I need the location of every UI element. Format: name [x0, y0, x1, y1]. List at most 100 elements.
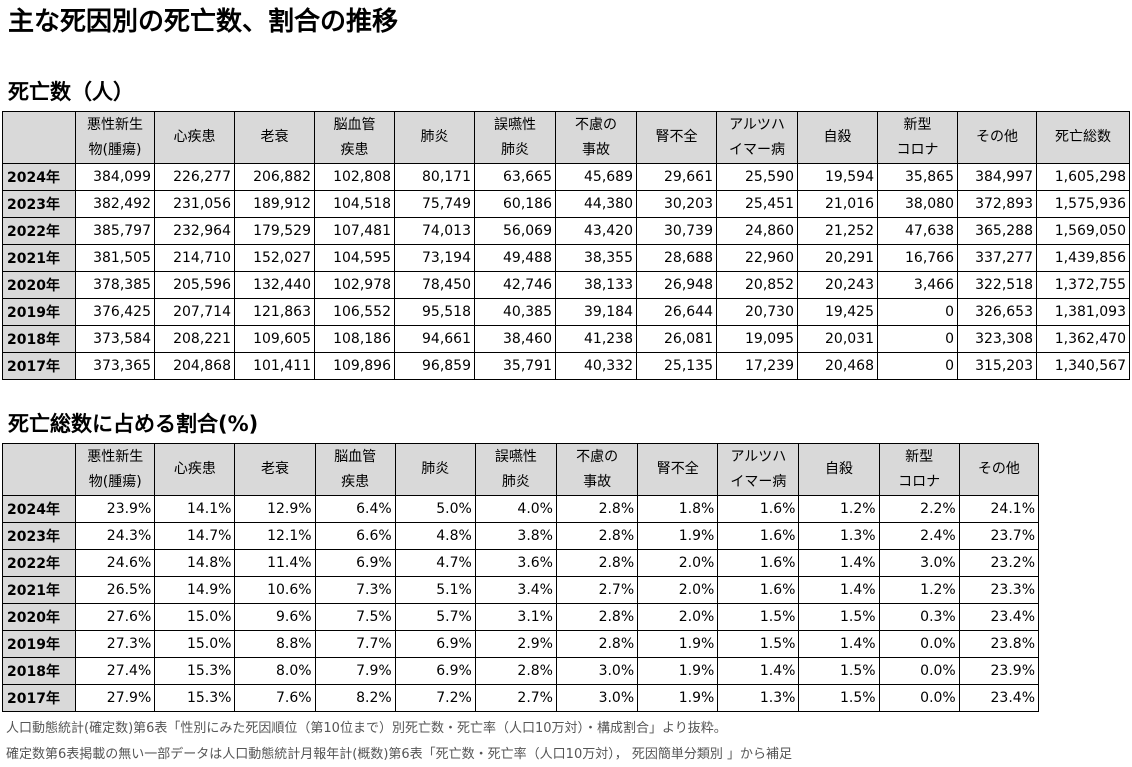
value-cell: 1.9%: [637, 522, 719, 550]
value-cell: 5.0%: [394, 495, 476, 523]
value-cell: 0.0%: [878, 657, 960, 685]
value-cell: 326,653: [957, 298, 1037, 326]
value-cell: 152,027: [234, 244, 315, 272]
column-header-label: 脳血管: [334, 448, 377, 465]
value-cell: 6.9%: [394, 630, 476, 658]
ratio-table-body: 2024年 23.9% 14.1% 12.9% 6.4% 5.0% 4.0% 2.8% 1.8%…: [1, 495, 1040, 712]
value-cell: 226,277: [154, 163, 235, 191]
value-cell: 1.5%: [717, 603, 800, 631]
value-cell: 2.4%: [878, 522, 960, 550]
value-cell: 14.1%: [154, 495, 236, 523]
value-cell: 0: [877, 325, 958, 353]
table-row: 2017年 27.9% 15.3% 7.6% 8.2% 7.2% 2.7% 3.0% 1.9% 1…: [1, 684, 1040, 712]
value-cell: 1.6%: [717, 576, 800, 604]
value-cell: 1.3%: [717, 684, 800, 712]
column-header-label: 肺炎: [501, 141, 529, 158]
value-cell: 26,644: [636, 298, 717, 326]
column-header: 老衰: [234, 111, 315, 164]
column-header-label: 腎不全: [655, 129, 698, 145]
value-cell: 20,243: [797, 271, 878, 299]
column-header-label: 物(腫瘍): [88, 473, 142, 490]
value-cell: 23.7%: [958, 522, 1040, 550]
value-cell: 1.6%: [717, 522, 800, 550]
table-row: 2021年 381,505 214,710 152,027 104,595 73,194 4…: [2, 244, 1130, 272]
column-header: 老衰: [234, 443, 316, 496]
column-header: その他: [957, 111, 1037, 164]
table-row: 2023年 24.3% 14.7% 12.1% 6.6% 4.8% 3.8% 2.8% 1.9%…: [1, 522, 1040, 550]
value-cell: 9.6%: [234, 603, 316, 631]
value-cell: 15.3%: [154, 684, 236, 712]
value-cell: 376,425: [75, 298, 155, 326]
column-header-label: 心疾患: [173, 129, 216, 145]
value-cell: 38,133: [555, 271, 637, 299]
value-cell: 11.4%: [234, 549, 316, 577]
table-row: 2018年 27.4% 15.3% 8.0% 7.9% 6.9% 2.8% 3.0% 1.9% 1…: [1, 657, 1040, 685]
table-row: 2023年 382,492 231,056 189,912 104,518 75,749 6…: [2, 190, 1130, 218]
value-cell: 12.9%: [234, 495, 316, 523]
deaths-header-row: 悪性新生 物(腫瘍) 心疾患 老衰 脳血管 疾患 肺炎 誤嚥性 肺炎 不慮の 事故 腎不全 アルツハ イマ…: [2, 111, 1130, 164]
value-cell: 38,355: [555, 244, 637, 272]
column-header: 自殺: [797, 111, 878, 164]
value-cell: 14.8%: [154, 549, 236, 577]
value-cell: 104,518: [314, 190, 395, 218]
year-cell: 2022年: [2, 217, 76, 245]
value-cell: 1,605,298: [1036, 163, 1130, 191]
value-cell: 1,362,470: [1036, 325, 1130, 353]
value-cell: 121,863: [234, 298, 315, 326]
value-cell: 1,340,567: [1036, 352, 1130, 380]
value-cell: 20,468: [797, 352, 878, 380]
value-cell: 14.9%: [154, 576, 236, 604]
value-cell: 107,481: [314, 217, 395, 245]
value-cell: 337,277: [957, 244, 1037, 272]
column-header: 悪性新生 物(腫瘍): [75, 443, 156, 496]
value-cell: 384,099: [75, 163, 155, 191]
value-cell: 2.8%: [555, 522, 639, 550]
year-cell: 2018年: [2, 325, 76, 353]
value-cell: 315,203: [957, 352, 1037, 380]
value-cell: 15.0%: [154, 603, 236, 631]
value-cell: 45,689: [555, 163, 637, 191]
ratio-table: 悪性新生 物(腫瘍) 心疾患 老衰 脳血管 疾患 肺炎 誤嚥性 肺炎 不慮の 事故 腎不全 アルツハ イマ…: [1, 443, 1040, 712]
value-cell: 1,575,936: [1036, 190, 1130, 218]
value-cell: 4.8%: [394, 522, 476, 550]
value-cell: 0: [877, 298, 958, 326]
value-cell: 7.9%: [314, 657, 396, 685]
column-header-label: 肺炎: [421, 461, 450, 477]
value-cell: 1,372,755: [1036, 271, 1130, 299]
value-cell: 2.8%: [555, 603, 639, 631]
value-cell: 0.0%: [878, 684, 960, 712]
value-cell: 24.6%: [75, 549, 156, 577]
value-cell: 0.0%: [878, 630, 960, 658]
year-cell: 2018年: [1, 657, 77, 685]
value-cell: 49,488: [474, 244, 556, 272]
value-cell: 7.7%: [314, 630, 396, 658]
value-cell: 28,688: [636, 244, 717, 272]
column-header: 不慮の 事故: [555, 443, 639, 496]
value-cell: 26,948: [636, 271, 717, 299]
value-cell: 381,505: [75, 244, 155, 272]
column-header: 不慮の 事故: [555, 111, 637, 164]
deaths-table-body: 2024年 384,099 226,277 206,882 102,808 80,171 6…: [2, 163, 1130, 380]
year-cell: 2019年: [2, 298, 76, 326]
table-row: 2018年 373,584 208,221 109,605 108,186 94,661 3…: [2, 325, 1130, 353]
value-cell: 373,365: [75, 352, 155, 380]
value-cell: 40,332: [555, 352, 637, 380]
value-cell: 23.3%: [958, 576, 1040, 604]
value-cell: 20,730: [716, 298, 798, 326]
value-cell: 24,860: [716, 217, 798, 245]
value-cell: 208,221: [154, 325, 235, 353]
value-cell: 26,081: [636, 325, 717, 353]
value-cell: 372,893: [957, 190, 1037, 218]
value-cell: 109,896: [314, 352, 395, 380]
value-cell: 132,440: [234, 271, 315, 299]
value-cell: 3.4%: [474, 576, 558, 604]
value-cell: 3.1%: [474, 603, 558, 631]
value-cell: 2.8%: [555, 630, 639, 658]
value-cell: 19,594: [797, 163, 878, 191]
year-cell: 2022年: [1, 549, 77, 577]
value-cell: 22,960: [716, 244, 798, 272]
value-cell: 1,439,856: [1036, 244, 1130, 272]
value-cell: 7.5%: [314, 603, 396, 631]
value-cell: 1.5%: [798, 684, 880, 712]
value-cell: 24.1%: [958, 495, 1040, 523]
